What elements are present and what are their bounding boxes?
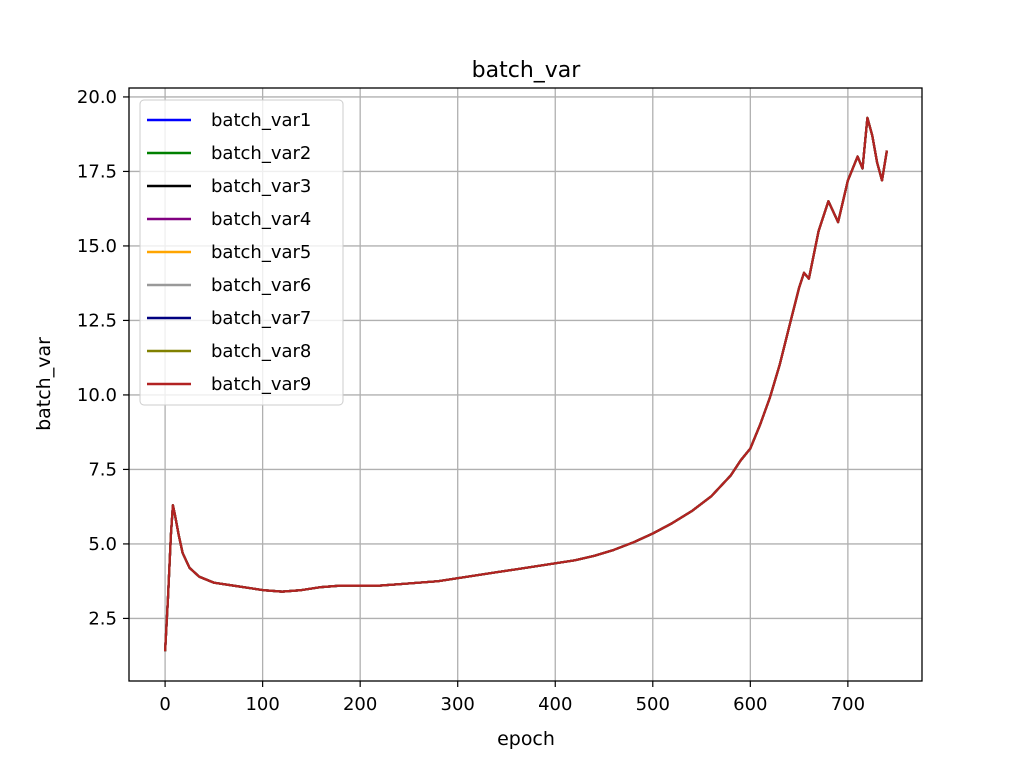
y-tick-label: 5.0 bbox=[88, 534, 117, 555]
x-tick-label: 700 bbox=[831, 694, 865, 715]
legend-label: batch_var2 bbox=[211, 143, 311, 164]
plot-frame bbox=[128, 87, 923, 682]
y-tick-label: 10.0 bbox=[77, 385, 117, 406]
y-axis-label: batch_var bbox=[33, 337, 55, 431]
x-tick-label: 500 bbox=[636, 694, 670, 715]
x-tick-label: 400 bbox=[538, 694, 572, 715]
legend-label: batch_var1 bbox=[211, 110, 311, 131]
legend-label: batch_var8 bbox=[211, 341, 311, 362]
x-tick-label: 0 bbox=[159, 694, 170, 715]
x-axis-label: epoch bbox=[497, 728, 555, 750]
legend-label: batch_var5 bbox=[211, 242, 311, 263]
y-tick-label: 12.5 bbox=[77, 310, 117, 331]
x-tick-label: 100 bbox=[245, 694, 279, 715]
legend-label: batch_var4 bbox=[211, 209, 311, 230]
series-line-batch_var9 bbox=[164, 116, 888, 652]
x-tick-label: 600 bbox=[733, 694, 767, 715]
legend-label: batch_var3 bbox=[211, 176, 311, 197]
y-tick-label: 17.5 bbox=[77, 161, 117, 182]
x-tick-label: 300 bbox=[441, 694, 475, 715]
y-tick-label: 7.5 bbox=[88, 459, 117, 480]
chart-title: batch_var bbox=[472, 58, 582, 83]
y-tick-label: 15.0 bbox=[77, 236, 117, 257]
legend: batch_var1 batch_var2 batch_var3 batch_var4… bbox=[139, 99, 344, 406]
grid bbox=[129, 88, 922, 681]
series-lines bbox=[164, 116, 888, 652]
legend-label: batch_var7 bbox=[211, 308, 311, 329]
legend-box bbox=[139, 99, 344, 406]
legend-label: batch_var9 bbox=[211, 374, 311, 395]
y-tick-label: 2.5 bbox=[88, 608, 117, 629]
x-tick-label: 200 bbox=[343, 694, 377, 715]
axis-ticks: 0 100 200 300 400 500 600 700 2.5 5.0 7.5 10.0 12.5 1… bbox=[77, 87, 865, 715]
y-tick-label: 20.0 bbox=[77, 87, 117, 108]
legend-label: batch_var6 bbox=[211, 275, 311, 296]
